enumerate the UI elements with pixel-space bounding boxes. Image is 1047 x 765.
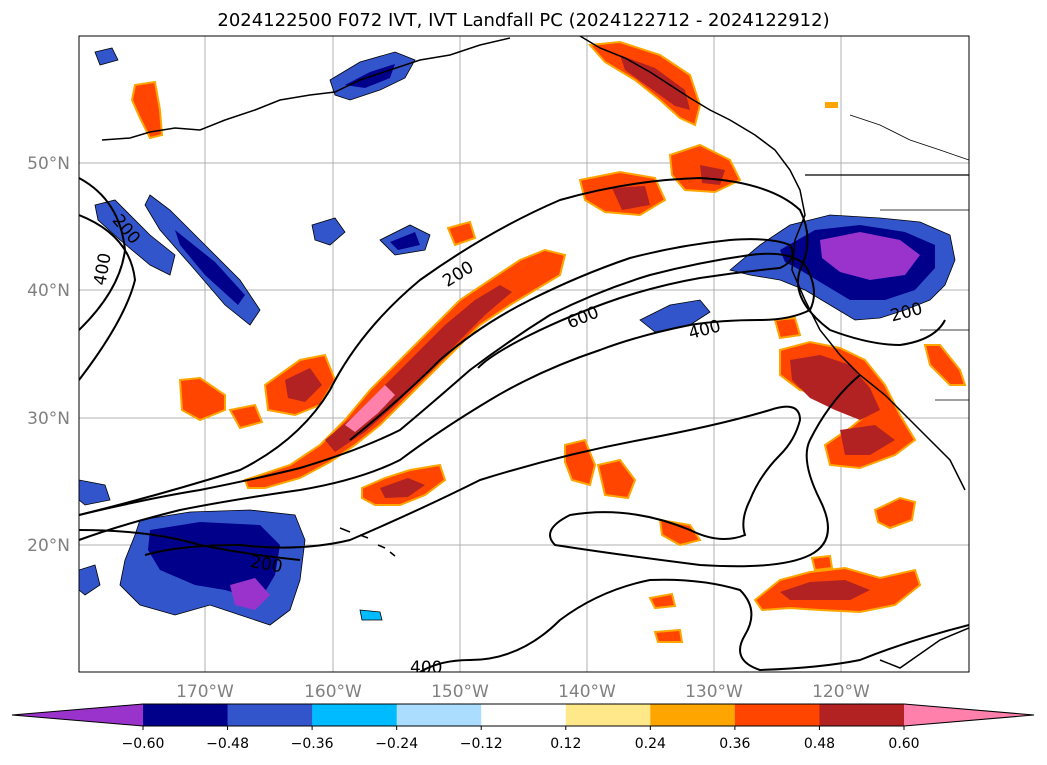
lon-label-170w: 170°W bbox=[176, 682, 234, 702]
map-frame bbox=[78, 35, 970, 673]
lon-label-140w: 140°W bbox=[558, 682, 616, 702]
blue-region-west-edge2 bbox=[79, 564, 101, 596]
contour-400-bottom bbox=[419, 578, 969, 672]
map-title: 2024122500 F072 IVT, IVT Landfall PC (20… bbox=[217, 10, 830, 31]
lon-label-130w: 130°W bbox=[685, 682, 743, 702]
blue-region-315 bbox=[311, 217, 346, 246]
colorbar: −0.60 −0.48 −0.36 −0.24 −0.12 0.12 0.24 0.36 0.4… bbox=[11, 703, 1035, 752]
colorbar-segment bbox=[481, 704, 567, 726]
contour-400-main bbox=[79, 252, 815, 541]
red-region-830 bbox=[825, 102, 838, 108]
colorbar-segment bbox=[227, 704, 313, 726]
lon-label-120w: 120°W bbox=[812, 682, 870, 702]
red-region-775 bbox=[773, 316, 802, 340]
contour-600-main bbox=[349, 238, 794, 441]
red-region-205 bbox=[178, 376, 226, 422]
colorbar-tick-label: −0.60 bbox=[122, 736, 165, 752]
colorbar-tick-label: −0.48 bbox=[206, 736, 249, 752]
colorbar-segment bbox=[312, 704, 398, 726]
negative-pc-shading bbox=[79, 47, 956, 626]
red-region-600 bbox=[596, 458, 637, 500]
colorbar-tick-label: 0.60 bbox=[888, 736, 919, 752]
colorbar-segment bbox=[143, 704, 229, 726]
lat-label-20n: 20°N bbox=[27, 536, 70, 556]
red-region-230 bbox=[228, 403, 264, 430]
red-region-815 bbox=[810, 554, 834, 572]
lon-label-160w: 160°W bbox=[304, 682, 362, 702]
blue-region-west-edge bbox=[79, 479, 111, 506]
colorbar-extend-low bbox=[12, 704, 143, 726]
coastlines bbox=[101, 36, 969, 669]
positive-pc-shading bbox=[130, 40, 967, 643]
blue-region-nw-top bbox=[94, 47, 119, 66]
red-region-925 bbox=[923, 344, 967, 386]
colorbar-segment bbox=[650, 704, 736, 726]
colorbar-tick-label: 0.48 bbox=[804, 736, 835, 752]
lat-label-40n: 40°N bbox=[27, 281, 70, 301]
colorbar-segment bbox=[734, 704, 820, 726]
red-region-145 bbox=[130, 80, 164, 140]
blue-region-nw1 bbox=[94, 199, 176, 276]
colorbar-tick-label: −0.12 bbox=[460, 736, 503, 752]
colorbar-tick-label: −0.36 bbox=[291, 736, 334, 752]
red-region-660 bbox=[648, 592, 677, 610]
colorbar-tick-label: 0.24 bbox=[635, 736, 666, 752]
lat-label-50n: 50°N bbox=[27, 154, 70, 174]
blue-region-150w-s bbox=[359, 609, 383, 621]
red-region-460 bbox=[446, 220, 477, 247]
contour-200-main bbox=[79, 176, 946, 516]
longitude-labels: 170°W 160°W 150°W 140°W 130°W 120°W bbox=[176, 682, 870, 702]
red-region-890 bbox=[873, 496, 917, 530]
contour-label: 400 bbox=[410, 658, 442, 678]
red-region-680 bbox=[658, 518, 702, 547]
colorbar-segment bbox=[396, 704, 482, 726]
red-region-655 bbox=[653, 628, 684, 643]
colorbar-tick-label: 0.12 bbox=[550, 736, 581, 752]
lon-label-150w: 150°W bbox=[431, 682, 489, 702]
contour-400-south bbox=[144, 374, 861, 568]
contour-400-west bbox=[79, 214, 137, 381]
colorbar-tick-label: 0.36 bbox=[719, 736, 750, 752]
colorbar-tick-label: −0.24 bbox=[375, 736, 418, 752]
colorbar-segment bbox=[819, 704, 905, 726]
colorbar-segment bbox=[565, 704, 651, 726]
map-plot-area: 200 400 200 600 400 200 200 400 bbox=[79, 36, 969, 678]
ivt-contours bbox=[79, 176, 969, 672]
lat-label-30n: 30°N bbox=[27, 409, 70, 429]
latitude-labels: 50°N 40°N 30°N 20°N bbox=[27, 154, 70, 556]
contour-400-sw bbox=[79, 529, 301, 561]
colorbar-extend-high bbox=[904, 704, 1034, 726]
